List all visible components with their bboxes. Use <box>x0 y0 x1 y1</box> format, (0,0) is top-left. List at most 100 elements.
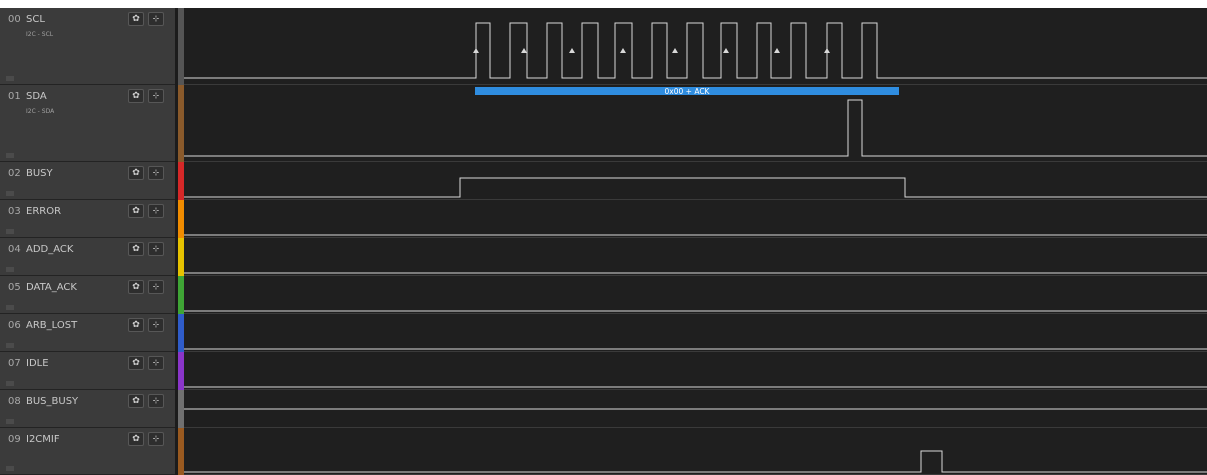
separator <box>175 238 178 276</box>
trigger-edge-icon[interactable]: ⊹ <box>148 89 164 103</box>
waveform-arb-lost <box>184 348 1207 350</box>
channel-label-panel: 01 SDA I2C - SDA ✿ ⊹ <box>0 85 175 162</box>
waveform-busy <box>184 177 1207 198</box>
channel-label-panel: 00 SCL I2C - SCL ✿ ⊹ <box>0 8 175 85</box>
waveform-area[interactable] <box>184 428 1207 475</box>
channel-label-panel: 02 BUSY ✿ ⊹ <box>0 162 175 200</box>
channel-color-strip <box>178 200 184 238</box>
channel-number: 08 <box>8 396 21 407</box>
waveform-area[interactable] <box>184 314 1207 352</box>
channel-number: 03 <box>8 206 21 217</box>
waveform-area[interactable] <box>184 352 1207 390</box>
gear-icon[interactable]: ✿ <box>128 166 144 180</box>
waveform-data-ack <box>184 310 1207 312</box>
gear-icon[interactable]: ✿ <box>128 12 144 26</box>
waveform-idle <box>184 386 1207 388</box>
channel-analyzer-label: I2C - SCL <box>26 31 54 38</box>
channel-number: 00 <box>8 14 21 25</box>
waveform-area[interactable] <box>184 276 1207 314</box>
gear-icon[interactable]: ✿ <box>128 394 144 408</box>
trigger-edge-icon[interactable]: ⊹ <box>148 166 164 180</box>
trigger-edge-icon[interactable]: ⊹ <box>148 318 164 332</box>
channel-label-panel: 09 I2CMIF ✿ ⊹ <box>0 428 175 475</box>
drag-grip-icon[interactable] <box>6 419 14 424</box>
channel-label-panel: 07 IDLE ✿ ⊹ <box>0 352 175 390</box>
separator <box>175 85 178 162</box>
gear-icon[interactable]: ✿ <box>128 432 144 446</box>
top-margin <box>0 0 1207 8</box>
trigger-edge-icon[interactable]: ⊹ <box>148 356 164 370</box>
channel-color-strip <box>178 85 184 162</box>
drag-grip-icon[interactable] <box>6 267 14 272</box>
gear-icon[interactable]: ✿ <box>128 356 144 370</box>
channel-name[interactable]: ERROR <box>26 206 62 217</box>
drag-grip-icon[interactable] <box>6 76 14 81</box>
channel-number: 07 <box>8 358 21 369</box>
drag-grip-icon[interactable] <box>6 153 14 158</box>
waveform-area[interactable] <box>184 200 1207 238</box>
decoder-bubble[interactable] <box>475 87 899 95</box>
channel-row-data-ack: 05 DATA_ACK ✿ ⊹ <box>0 276 1207 314</box>
gear-icon[interactable]: ✿ <box>128 280 144 294</box>
channel-row-idle: 07 IDLE ✿ ⊹ <box>0 352 1207 390</box>
drag-grip-icon[interactable] <box>6 191 14 196</box>
waveform-area[interactable] <box>184 162 1207 200</box>
channel-name[interactable]: ARB_LOST <box>26 320 78 331</box>
separator <box>175 390 178 428</box>
channel-label-panel: 05 DATA_ACK ✿ ⊹ <box>0 276 175 314</box>
drag-grip-icon[interactable] <box>6 229 14 234</box>
channel-name[interactable]: BUS_BUSY <box>26 396 79 407</box>
separator <box>175 352 178 390</box>
waveform-area[interactable] <box>184 238 1207 276</box>
trigger-edge-icon[interactable]: ⊹ <box>148 394 164 408</box>
channel-name[interactable]: DATA_ACK <box>26 282 77 293</box>
channel-analyzer-label: I2C - SDA <box>26 108 55 115</box>
channel-color-strip <box>178 314 184 352</box>
channel-name[interactable]: IDLE <box>26 358 49 369</box>
trigger-edge-icon[interactable]: ⊹ <box>148 12 164 26</box>
channel-color-strip <box>178 238 184 276</box>
separator <box>175 200 178 238</box>
channel-name[interactable]: ADD_ACK <box>26 244 74 255</box>
drag-grip-icon[interactable] <box>6 305 14 310</box>
channel-name[interactable]: SCL <box>26 14 45 25</box>
drag-grip-icon[interactable] <box>6 381 14 386</box>
separator <box>175 276 178 314</box>
channel-name[interactable]: I2CMIF <box>26 434 60 445</box>
waveform-area[interactable] <box>184 85 1207 162</box>
channel-label-panel: 08 BUS_BUSY ✿ ⊹ <box>0 390 175 428</box>
channel-row-i2cmif: 09 I2CMIF ✿ ⊹ <box>0 428 1207 475</box>
trigger-edge-icon[interactable]: ⊹ <box>148 432 164 446</box>
waveform-area[interactable] <box>184 8 1207 85</box>
channel-number: 09 <box>8 434 21 445</box>
drag-grip-icon[interactable] <box>6 466 14 471</box>
waveform-sda: 0x00 + ACK <box>184 87 1207 157</box>
trigger-edge-icon[interactable]: ⊹ <box>148 280 164 294</box>
channel-row-bus-busy: 08 BUS_BUSY ✿ ⊹ <box>0 390 1207 428</box>
gear-icon[interactable]: ✿ <box>128 204 144 218</box>
channel-label-panel: 04 ADD_ACK ✿ ⊹ <box>0 238 175 276</box>
gear-icon[interactable]: ✿ <box>128 242 144 256</box>
clock-edge-markers <box>473 48 830 53</box>
gear-icon[interactable]: ✿ <box>128 318 144 332</box>
channel-row-arb-lost: 06 ARB_LOST ✿ ⊹ <box>0 314 1207 352</box>
separator <box>175 428 178 475</box>
gear-icon[interactable]: ✿ <box>128 89 144 103</box>
channel-name[interactable]: SDA <box>26 91 47 102</box>
waveform-bus-busy <box>184 408 1207 410</box>
waveform-add-ack <box>184 272 1207 274</box>
channel-color-strip <box>178 352 184 390</box>
drag-grip-icon[interactable] <box>6 343 14 348</box>
channel-color-strip <box>178 390 184 428</box>
channel-number: 06 <box>8 320 21 331</box>
channel-color-strip <box>178 8 184 85</box>
channel-color-strip <box>178 162 184 200</box>
channel-number: 02 <box>8 168 21 179</box>
trigger-edge-icon[interactable]: ⊹ <box>148 242 164 256</box>
channel-row-add-ack: 04 ADD_ACK ✿ ⊹ <box>0 238 1207 276</box>
channel-row-busy: 02 BUSY ✿ ⊹ <box>0 162 1207 200</box>
channel-row-sda: 01 SDA I2C - SDA ✿ ⊹ 0x00 + ACK <box>0 85 1207 162</box>
channel-name[interactable]: BUSY <box>26 168 53 179</box>
channel-number: 01 <box>8 91 21 102</box>
trigger-edge-icon[interactable]: ⊹ <box>148 204 164 218</box>
